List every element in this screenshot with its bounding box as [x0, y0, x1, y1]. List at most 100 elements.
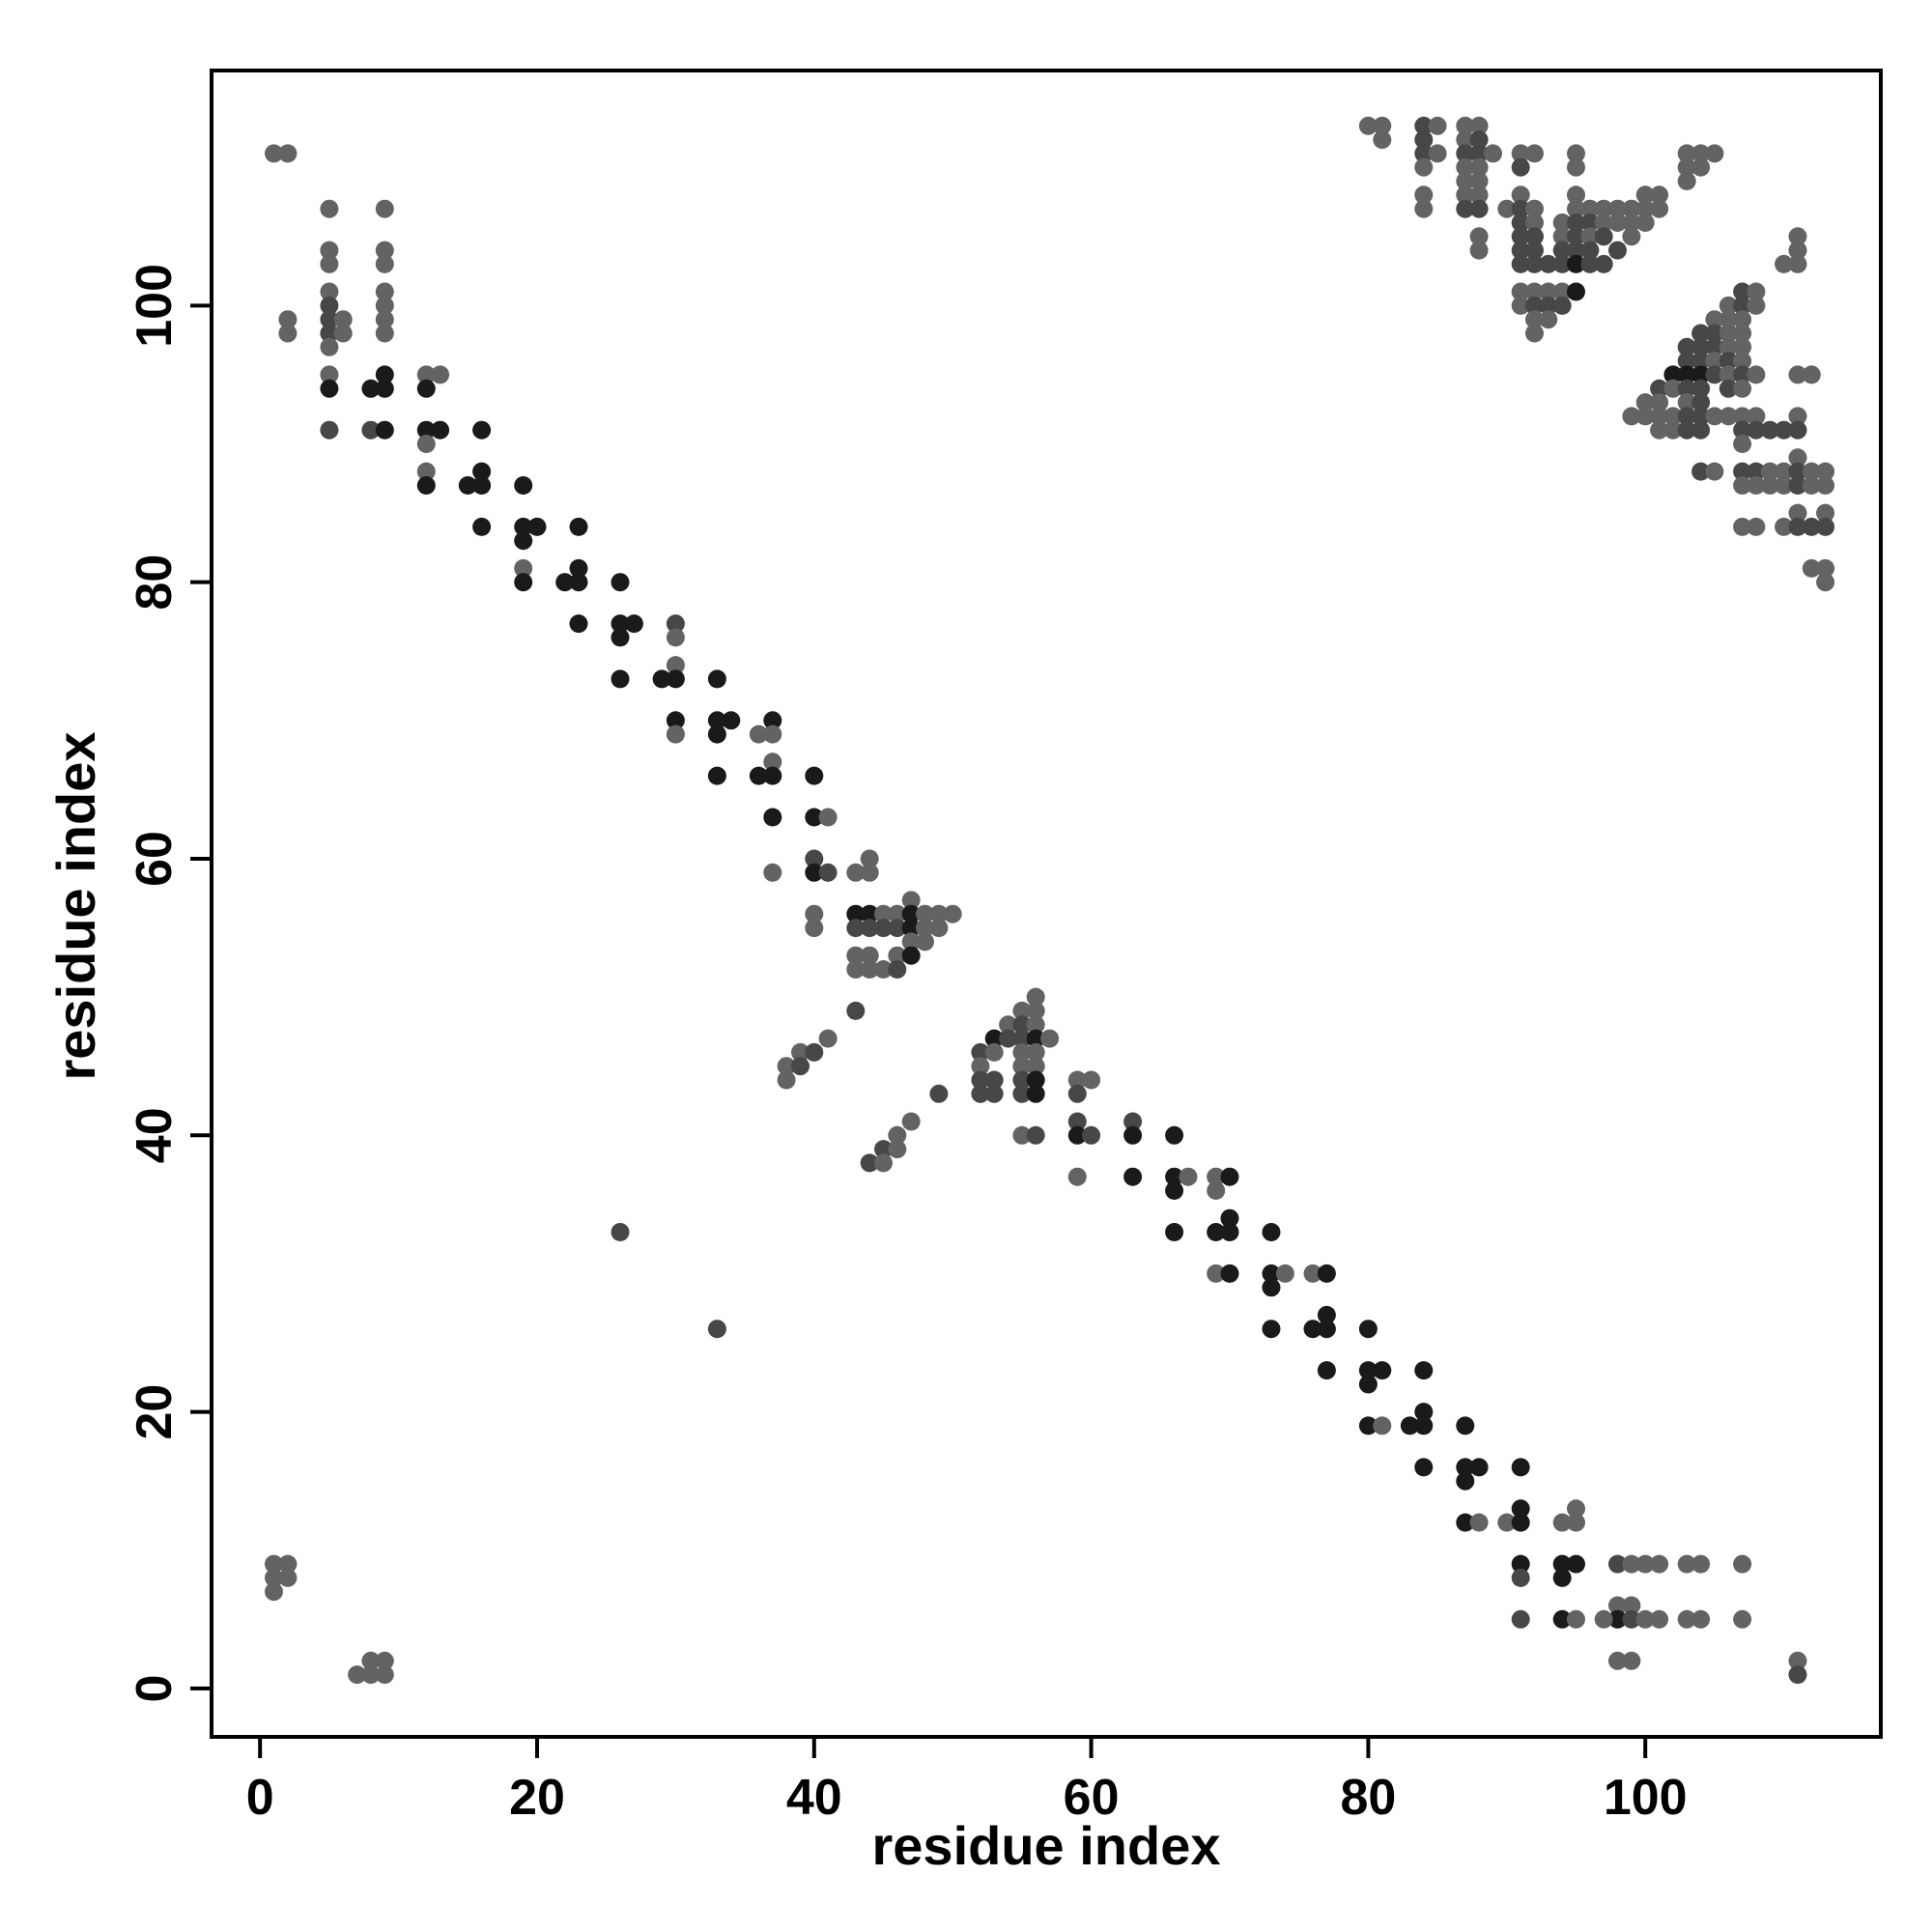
- data-point: [1525, 241, 1544, 260]
- data-point: [1635, 185, 1655, 205]
- data-point: [611, 573, 630, 592]
- data-point: [416, 462, 436, 481]
- data-point: [1511, 1554, 1530, 1574]
- data-point: [1317, 1305, 1336, 1324]
- data-point: [1816, 573, 1835, 592]
- data-point: [1733, 462, 1752, 481]
- data-point: [1067, 1084, 1087, 1103]
- data-point: [1816, 503, 1835, 523]
- data-point: [1567, 227, 1585, 246]
- data-point: [416, 476, 436, 495]
- data-point: [1220, 1264, 1239, 1283]
- data-point: [1663, 365, 1683, 384]
- data-point: [1414, 1403, 1434, 1422]
- data-point: [777, 1057, 796, 1076]
- x-tick-label: 100: [1604, 1770, 1688, 1826]
- data-point: [666, 724, 685, 744]
- data-point: [320, 254, 339, 273]
- data-point: [888, 904, 907, 923]
- data-point: [860, 904, 879, 923]
- data-point: [1358, 1416, 1378, 1435]
- data-point: [416, 365, 436, 384]
- data-point: [1775, 254, 1794, 273]
- data-point: [1456, 199, 1475, 218]
- y-tick-label: 0: [127, 1674, 183, 1702]
- data-point: [375, 379, 394, 398]
- data-point: [1012, 1042, 1032, 1062]
- data-point: [901, 932, 921, 952]
- data-point: [1067, 1125, 1087, 1145]
- data-point: [1358, 1361, 1378, 1380]
- data-point: [527, 517, 547, 536]
- data-point: [846, 919, 866, 938]
- data-point: [1358, 116, 1378, 135]
- data-point: [569, 517, 588, 536]
- data-point: [860, 960, 879, 979]
- data-point: [666, 614, 685, 634]
- data-point: [361, 1651, 381, 1670]
- data-point: [1414, 157, 1434, 177]
- data-point: [416, 435, 436, 453]
- data-point: [1511, 282, 1530, 301]
- data-point: [611, 614, 630, 634]
- data-point: [1705, 324, 1724, 343]
- data-point: [1622, 199, 1641, 218]
- data-point: [1511, 227, 1530, 246]
- data-point: [1719, 324, 1738, 343]
- data-point: [1317, 1320, 1336, 1339]
- data-point: [1456, 130, 1475, 150]
- data-point: [320, 420, 339, 440]
- data-point: [1567, 1513, 1585, 1532]
- data-point: [1525, 296, 1544, 315]
- data-point: [1497, 199, 1517, 218]
- data-point: [1179, 1167, 1198, 1186]
- data-point: [1733, 352, 1752, 371]
- data-point: [1567, 1499, 1585, 1519]
- data-point: [1469, 1458, 1489, 1477]
- data-point: [1567, 213, 1585, 232]
- data-point: [763, 724, 782, 744]
- data-point: [1594, 254, 1613, 273]
- data-point: [1635, 199, 1655, 218]
- data-point: [846, 863, 866, 882]
- data-point: [1677, 407, 1696, 426]
- data-point: [846, 946, 866, 965]
- data-point: [1414, 130, 1434, 150]
- data-point: [320, 199, 339, 218]
- data-point: [1691, 1609, 1711, 1629]
- data-point: [984, 1084, 1004, 1103]
- data-point: [1733, 420, 1752, 440]
- data-point: [943, 904, 962, 923]
- data-point: [805, 1042, 824, 1062]
- data-point: [749, 766, 768, 785]
- data-point: [1456, 185, 1475, 205]
- data-point: [1469, 172, 1489, 190]
- data-point: [1788, 241, 1807, 260]
- data-point: [320, 241, 339, 260]
- data-point: [1816, 558, 1835, 578]
- data-point: [1663, 420, 1683, 440]
- data-point: [1677, 393, 1696, 412]
- x-tick-label: 0: [246, 1770, 274, 1826]
- data-point: [1414, 116, 1434, 135]
- data-point: [763, 766, 782, 785]
- data-point: [1733, 337, 1752, 356]
- data-point: [1497, 1513, 1517, 1532]
- data-point: [916, 904, 934, 923]
- data-point: [1802, 517, 1821, 536]
- data-point: [707, 766, 726, 785]
- data-point: [1733, 1554, 1752, 1574]
- data-point: [874, 919, 893, 938]
- data-point: [1220, 1208, 1239, 1228]
- data-point: [1650, 1609, 1669, 1629]
- data-point: [749, 724, 768, 744]
- data-point: [1719, 296, 1738, 315]
- data-point: [1026, 1084, 1045, 1103]
- data-point: [1705, 352, 1724, 371]
- data-point: [1677, 144, 1696, 163]
- data-point: [929, 1084, 949, 1103]
- data-point: [1650, 420, 1669, 440]
- data-point: [514, 531, 533, 551]
- data-point: [1719, 352, 1738, 371]
- data-point: [1691, 393, 1711, 412]
